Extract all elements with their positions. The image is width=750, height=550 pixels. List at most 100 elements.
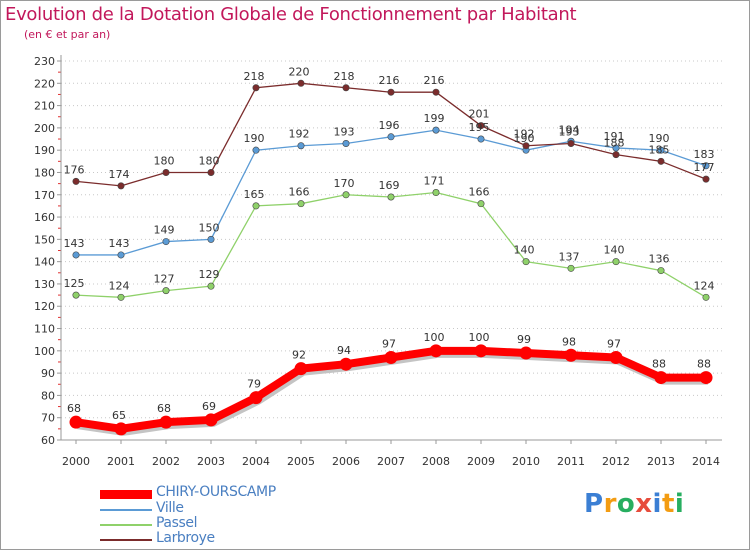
- data-label-chiry-ourscamp-2005: 92: [292, 349, 306, 362]
- chart-title: Evolution de la Dotation Globale de Fonc…: [5, 4, 577, 25]
- point-passel-2006: [342, 191, 350, 199]
- data-label-larbroye-2006: 218: [334, 70, 355, 83]
- data-label-larbroye-2011: 193: [559, 125, 580, 138]
- x-tick-label-2004: 2004: [242, 455, 270, 468]
- logo-letter: P: [584, 489, 604, 519]
- point-larbroye-2012: [612, 151, 620, 159]
- point-ville-2008: [432, 126, 440, 134]
- point-larbroye-2008: [432, 88, 440, 96]
- logo-letter: o: [616, 489, 636, 519]
- point-ville-2014: [702, 162, 710, 170]
- y-tick-label-70: 70: [41, 412, 55, 425]
- point-passel-2011: [567, 264, 575, 272]
- data-label-ville-2013: 190: [649, 132, 670, 145]
- data-label-chiry-ourscamp-2004: 79: [247, 378, 261, 391]
- point-ville-2001: [117, 251, 125, 259]
- x-tick-label-2005: 2005: [287, 455, 315, 468]
- chart-subtitle: (en € et par an): [24, 28, 111, 41]
- data-label-passel-2011: 137: [559, 250, 580, 263]
- x-tick-label-2014: 2014: [692, 455, 720, 468]
- point-passel-2005: [297, 200, 305, 208]
- legend-label-ville: Ville: [156, 500, 184, 516]
- point-chiry-ourscamp-2014: [699, 371, 713, 385]
- y-tick-label-200: 200: [34, 122, 55, 135]
- point-chiry-ourscamp-2010: [519, 346, 533, 360]
- y-tick-label-170: 170: [34, 189, 55, 202]
- point-chiry-ourscamp-2008: [429, 344, 443, 358]
- data-label-larbroye-2004: 218: [244, 70, 265, 83]
- data-label-larbroye-2013: 185: [649, 143, 670, 156]
- data-label-larbroye-2003: 180: [199, 154, 220, 167]
- data-label-ville-2000: 143: [64, 237, 85, 250]
- y-tick-label-140: 140: [34, 256, 55, 269]
- point-ville-2000: [72, 251, 80, 259]
- point-chiry-ourscamp-2004: [249, 391, 263, 405]
- y-tick-label-60: 60: [41, 434, 55, 447]
- point-larbroye-2001: [117, 182, 125, 190]
- data-label-ville-2003: 150: [199, 221, 220, 234]
- x-tick-label-2001: 2001: [107, 455, 135, 468]
- point-chiry-ourscamp-2005: [294, 362, 308, 376]
- point-larbroye-2003: [207, 168, 215, 176]
- point-larbroye-2010: [522, 142, 530, 150]
- proxiti-logo: Proxiti: [584, 489, 684, 519]
- x-tick-label-2012: 2012: [602, 455, 630, 468]
- data-label-passel-2003: 129: [199, 268, 220, 281]
- legend-swatch-chiry: [100, 490, 152, 499]
- data-label-passel-2009: 166: [469, 186, 490, 199]
- x-tick-label-2007: 2007: [377, 455, 405, 468]
- legend-label-chiry: CHIRY-OURSCAMP: [156, 484, 276, 500]
- data-label-chiry-ourscamp-2013: 88: [652, 358, 666, 371]
- point-ville-2005: [297, 142, 305, 150]
- point-chiry-ourscamp-2011: [564, 348, 578, 362]
- legend-swatch-passel: [100, 524, 152, 526]
- legend-label-larbroye: Larbroye: [156, 530, 215, 546]
- data-label-ville-2012: 191: [604, 130, 625, 143]
- point-larbroye-2005: [297, 79, 305, 87]
- point-chiry-ourscamp-2002: [159, 415, 173, 429]
- data-label-ville-2008: 199: [424, 112, 445, 125]
- y-tick-label-130: 130: [34, 278, 55, 291]
- x-tick-label-2006: 2006: [332, 455, 360, 468]
- point-ville-2006: [342, 139, 350, 147]
- data-label-larbroye-2005: 220: [289, 65, 310, 78]
- point-passel-2003: [207, 282, 215, 290]
- data-label-passel-2005: 166: [289, 186, 310, 199]
- y-tick-label-160: 160: [34, 211, 55, 224]
- data-label-passel-2001: 124: [109, 279, 130, 292]
- logo-letter: t: [661, 489, 675, 519]
- point-larbroye-2014: [702, 175, 710, 183]
- data-label-chiry-ourscamp-2014: 88: [697, 358, 711, 371]
- data-label-chiry-ourscamp-2009: 100: [469, 331, 490, 344]
- data-label-passel-2007: 169: [379, 179, 400, 192]
- data-label-chiry-ourscamp-2001: 65: [112, 409, 126, 422]
- data-label-passel-2000: 125: [64, 277, 85, 290]
- legend-swatch-larbroye: [100, 539, 152, 541]
- y-tick-label-80: 80: [41, 389, 55, 402]
- data-label-larbroye-2009: 201: [469, 108, 490, 121]
- point-larbroye-2011: [567, 139, 575, 147]
- data-label-larbroye-2008: 216: [424, 74, 445, 87]
- x-tick-label-2009: 2009: [467, 455, 495, 468]
- axes: 60 70 80 90 100 110 120 130 140 150 160 170 180 190 20…: [34, 55, 722, 468]
- point-passel-2012: [612, 258, 620, 266]
- point-ville-2009: [477, 135, 485, 143]
- point-passel-2009: [477, 200, 485, 208]
- data-label-ville-2001: 143: [109, 237, 130, 250]
- data-label-passel-2002: 127: [154, 273, 175, 286]
- y-tick-label-120: 120: [34, 300, 55, 313]
- y-tick-label-190: 190: [34, 144, 55, 157]
- data-label-chiry-ourscamp-2003: 69: [202, 400, 216, 413]
- point-larbroye-2000: [72, 177, 80, 185]
- y-tick-label-150: 150: [34, 233, 55, 246]
- data-label-passel-2012: 140: [604, 244, 625, 257]
- data-label-passel-2004: 165: [244, 188, 265, 201]
- point-larbroye-2013: [657, 157, 665, 165]
- point-passel-2010: [522, 258, 530, 266]
- data-label-ville-2010: 190: [514, 132, 535, 145]
- data-label-larbroye-2001: 174: [109, 168, 130, 181]
- point-chiry-ourscamp-2000: [69, 415, 83, 429]
- point-ville-2013: [657, 146, 665, 154]
